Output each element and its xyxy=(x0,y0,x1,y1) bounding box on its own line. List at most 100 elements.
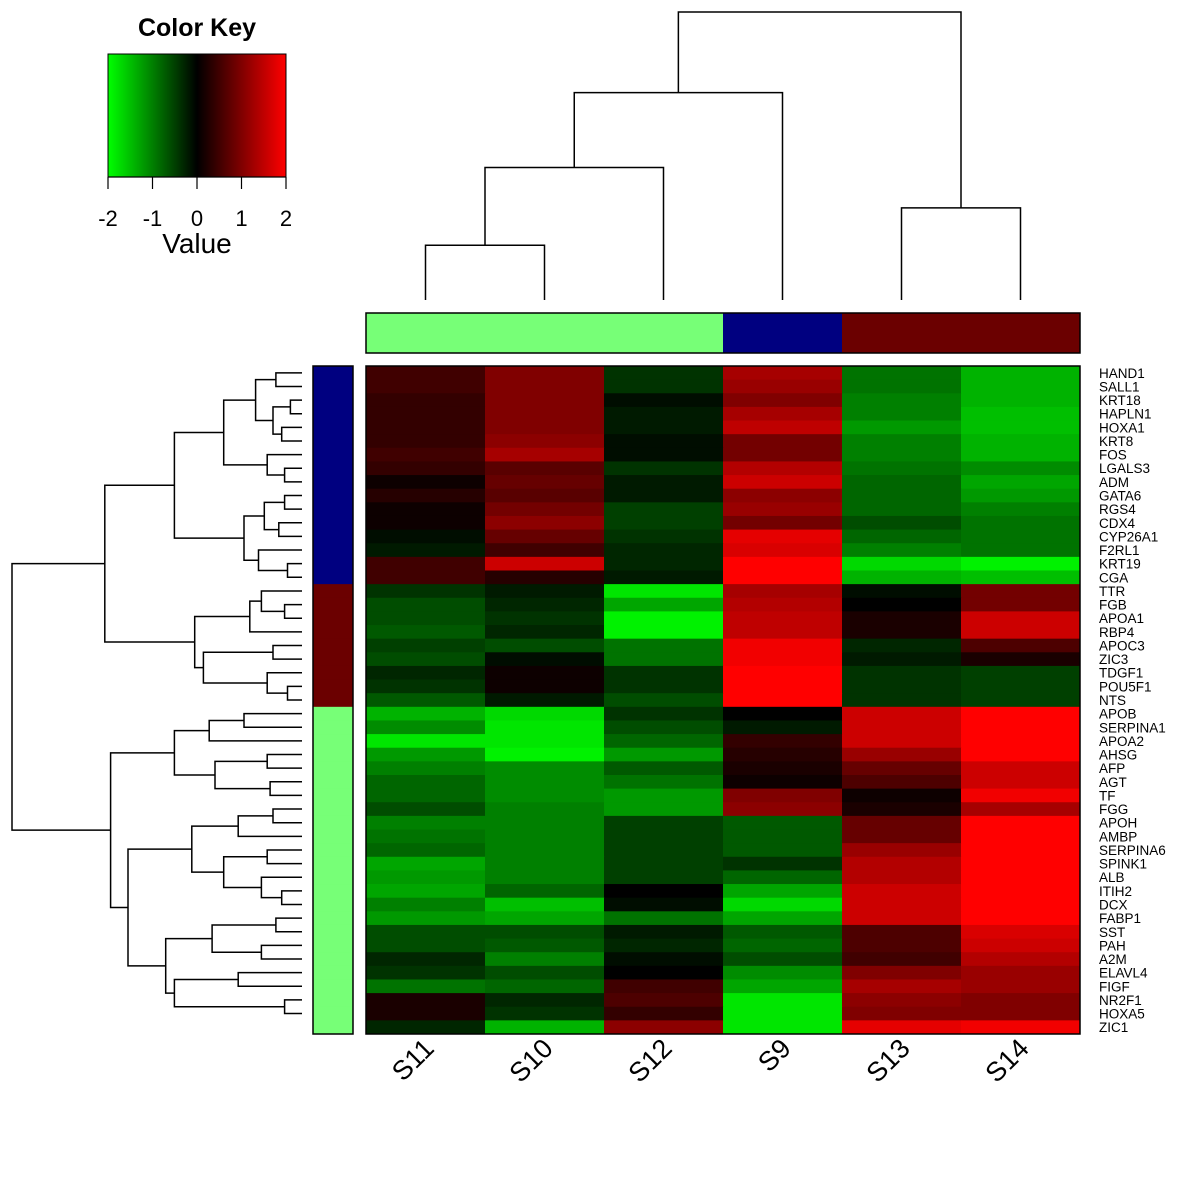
heatmap-cell xyxy=(961,665,1081,681)
heatmap-cell xyxy=(366,856,486,871)
heatmap-cell xyxy=(723,584,843,599)
heatmap-cell xyxy=(366,693,486,708)
row-dendrogram-branch xyxy=(191,825,239,873)
heatmap-cell xyxy=(842,720,962,735)
heatmap-cell xyxy=(723,924,843,940)
heatmap-cell xyxy=(842,665,962,681)
heatmap-cell xyxy=(485,570,605,585)
row-group-cell xyxy=(313,393,353,408)
heatmap-cell xyxy=(961,747,1081,762)
column-dendrogram-branch xyxy=(677,11,962,208)
heatmap-cell xyxy=(961,911,1081,926)
heatmap-cell xyxy=(366,515,486,531)
heatmap-cell xyxy=(604,924,724,940)
heatmap-cell xyxy=(366,461,486,476)
heatmap-cell xyxy=(842,584,962,599)
row-label: APOA1 xyxy=(1099,611,1144,626)
heatmap-cell xyxy=(842,774,962,790)
heatmap-cell xyxy=(485,706,605,721)
heatmap-cell xyxy=(961,447,1081,462)
heatmap-cell xyxy=(842,761,962,776)
heatmap-cell xyxy=(485,788,605,803)
heatmap-cell xyxy=(485,434,605,449)
heatmap-cell xyxy=(485,461,605,476)
heatmap-cell xyxy=(366,911,486,926)
heatmap-cell xyxy=(604,1020,724,1035)
row-dendrogram-branch xyxy=(254,378,276,422)
heatmap-cell xyxy=(604,693,724,708)
heatmap-cell xyxy=(485,856,605,871)
heatmap-cell xyxy=(604,829,724,844)
row-group-cell xyxy=(313,843,353,858)
heatmap-cell xyxy=(842,638,962,653)
heatmap-cell xyxy=(366,761,486,776)
row-group-cell xyxy=(313,965,353,980)
heatmap-cell xyxy=(604,652,724,667)
color-key-tick-label: 2 xyxy=(280,206,292,231)
heatmap-cell xyxy=(723,502,843,517)
row-dendrogram-branch xyxy=(283,467,302,483)
heatmap-cell xyxy=(366,965,486,980)
heatmap-cell xyxy=(366,734,486,749)
heatmap-cell xyxy=(485,952,605,967)
row-label: ALB xyxy=(1099,870,1125,885)
heatmap-cell xyxy=(604,897,724,912)
heatmap-cell xyxy=(961,488,1081,503)
column-label: S10 xyxy=(504,1033,559,1088)
row-label: SST xyxy=(1099,925,1125,940)
heatmap-cell xyxy=(961,774,1081,790)
heatmap-cell xyxy=(485,979,605,994)
color-key-ticks: -2 -1 0 1 2 xyxy=(98,176,292,231)
heatmap-cell xyxy=(604,802,724,817)
column-group-cell xyxy=(366,313,486,353)
row-label: APOA2 xyxy=(1099,734,1144,749)
heatmap-cell xyxy=(604,815,724,831)
row-group-cell xyxy=(313,529,353,544)
row-dendrogram-branch xyxy=(214,760,271,790)
heatmap-cell xyxy=(961,652,1081,667)
row-label: FGG xyxy=(1099,802,1128,817)
heatmap-cell xyxy=(485,897,605,912)
row-group-cell xyxy=(313,597,353,612)
heatmap-cell xyxy=(604,843,724,858)
row-labels: HAND1SALL1KRT18HAPLN1HOXA1KRT8FOSLGALS3A… xyxy=(1099,366,1166,1035)
heatmap-cell xyxy=(842,543,962,558)
heatmap-cell xyxy=(961,924,1081,940)
heatmap-cell xyxy=(842,597,962,612)
row-group-cell xyxy=(313,1020,353,1035)
heatmap-cell xyxy=(723,556,843,571)
heatmap-cell xyxy=(485,515,605,531)
column-group-bar xyxy=(365,312,1081,354)
row-label: APOB xyxy=(1099,707,1137,722)
heatmap-cell xyxy=(723,652,843,667)
heatmap-cell xyxy=(604,734,724,749)
heatmap-cell xyxy=(723,475,843,490)
heatmap-cell xyxy=(961,870,1081,885)
row-label: KRT19 xyxy=(1099,557,1141,572)
heatmap-cell xyxy=(604,570,724,585)
row-dendrogram-branch xyxy=(272,406,291,435)
heatmap-cell xyxy=(366,829,486,844)
heatmap-cell xyxy=(485,843,605,858)
heatmap-cell xyxy=(366,815,486,831)
row-label: CDX4 xyxy=(1099,516,1136,531)
heatmap-cell xyxy=(604,965,724,980)
heatmap-cell xyxy=(366,884,486,899)
heatmap-cell xyxy=(604,515,724,531)
row-group-cell xyxy=(313,434,353,449)
heatmap-cell xyxy=(723,815,843,831)
color-key-tick-label: 1 xyxy=(235,206,247,231)
row-group-cell xyxy=(313,802,353,817)
row-group-cell xyxy=(313,379,353,394)
row-label: ITIH2 xyxy=(1099,884,1132,899)
row-dendrogram-branch xyxy=(243,515,265,562)
row-label: FIGF xyxy=(1099,979,1130,994)
heatmap-cell xyxy=(485,734,605,749)
heatmap-cell xyxy=(485,625,605,640)
heatmap-cell xyxy=(366,938,486,953)
heatmap-cell xyxy=(366,1006,486,1021)
heatmap-cell xyxy=(842,1020,962,1035)
row-dendrogram-branch xyxy=(278,522,302,538)
heatmap-cell xyxy=(366,502,486,517)
